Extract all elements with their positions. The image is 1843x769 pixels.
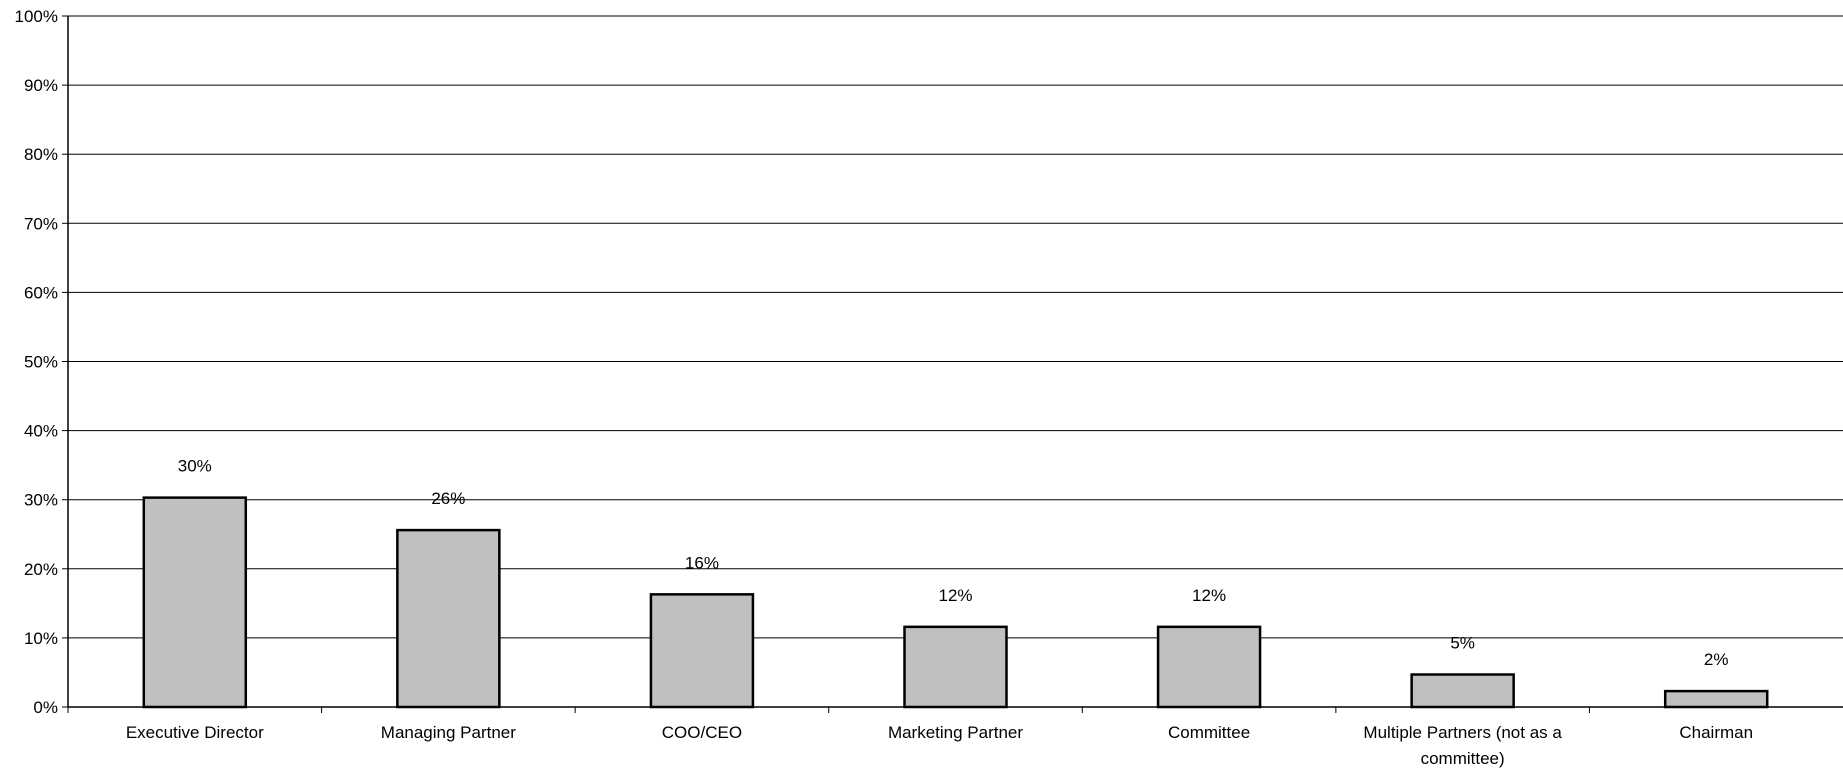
data-label: 30% <box>178 457 212 476</box>
x-tick-label: Chairman <box>1679 723 1753 742</box>
x-tick-label: COO/CEO <box>662 723 742 742</box>
y-tick-label: 90% <box>24 76 58 95</box>
x-tick-label: committee) <box>1421 749 1505 768</box>
bar <box>1156 625 1262 709</box>
x-tick-label: Multiple Partners (not as a <box>1363 723 1562 742</box>
data-label: 16% <box>685 553 719 572</box>
x-tick-label: Marketing Partner <box>888 723 1023 742</box>
y-tick-label: 10% <box>24 629 58 648</box>
y-tick-label: 60% <box>24 283 58 302</box>
axes <box>62 15 1843 713</box>
y-tick-label: 100% <box>15 7 58 26</box>
y-tick-label: 50% <box>24 353 58 372</box>
x-tick-label: Executive Director <box>126 723 264 742</box>
y-tick-label: 30% <box>24 491 58 510</box>
x-tick-label: Managing Partner <box>381 723 516 742</box>
data-label: 5% <box>1450 634 1475 653</box>
data-label: 2% <box>1704 650 1729 669</box>
bar <box>396 528 501 709</box>
bar <box>1663 689 1769 709</box>
y-tick-labels: 0% 10% 20% 30% 40% 50% 60% 70% 80% 90% 100% <box>15 7 58 717</box>
y-tick-label: 80% <box>24 145 58 164</box>
y-tick-label: 70% <box>24 214 58 233</box>
bar <box>1410 673 1515 709</box>
x-tick-label: Committee <box>1168 723 1250 742</box>
data-label: 12% <box>1192 586 1226 605</box>
bar <box>142 496 248 709</box>
gridlines <box>68 15 1843 639</box>
data-labels: 30% 26% 16% 12% 12% 5% 2% <box>178 457 1729 669</box>
bar <box>649 593 755 709</box>
y-tick-label: 0% <box>33 698 58 717</box>
data-label: 12% <box>938 586 972 605</box>
y-tick-label: 40% <box>24 422 58 441</box>
x-tick-labels: Executive Director Managing Partner COO/CE… <box>126 723 1753 768</box>
bar <box>903 625 1008 709</box>
y-tick-label: 20% <box>24 560 58 579</box>
data-label: 26% <box>431 489 465 508</box>
